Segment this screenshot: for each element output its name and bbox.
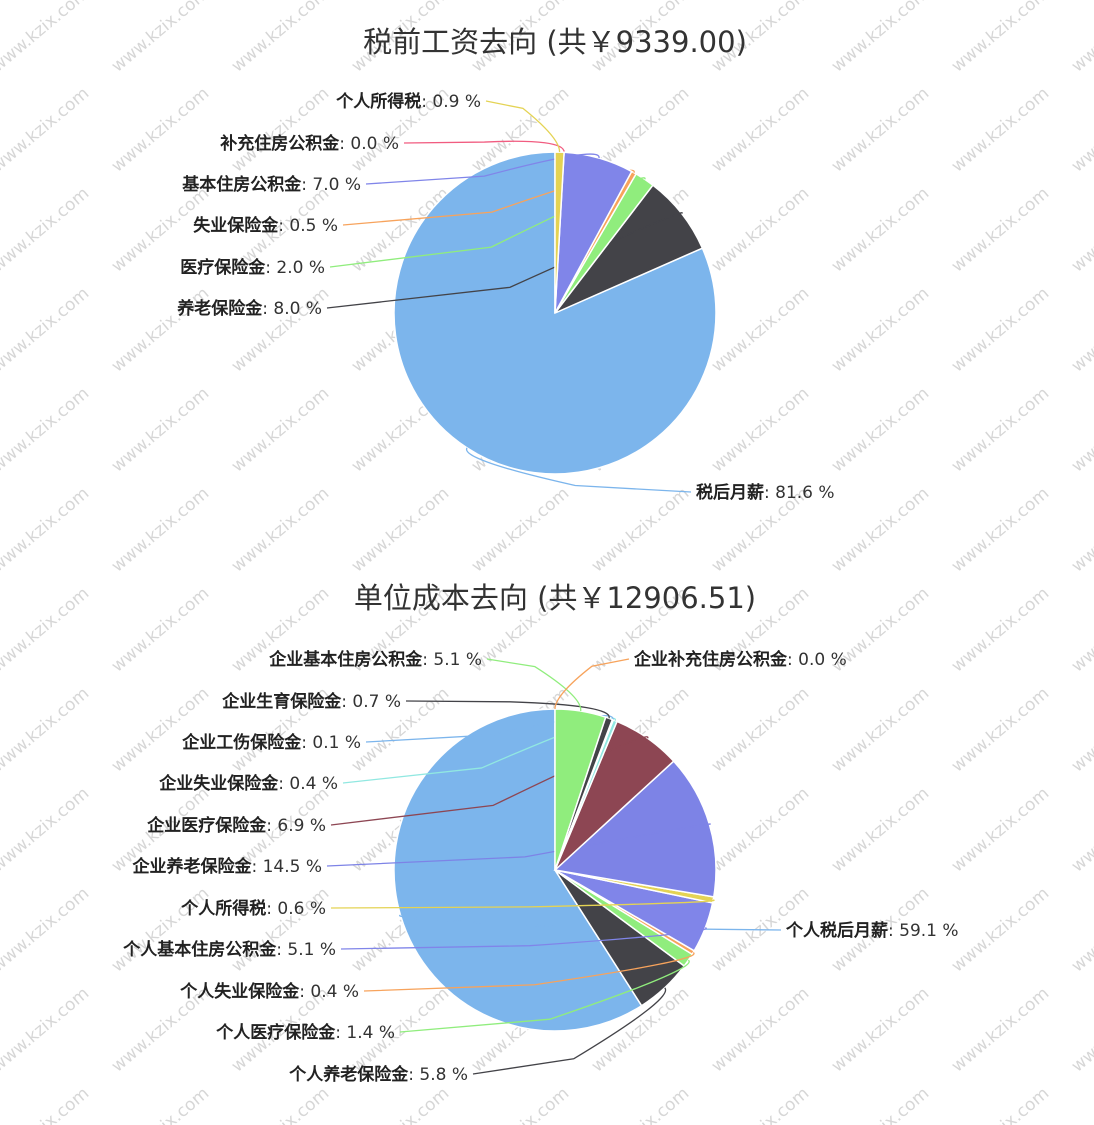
data-label-value: : 14.5 % — [251, 857, 322, 877]
pie-chart-2: 单位成本去向 (共￥12906.51) 个人税后月薪: 59.1 % 个人养老保险金… — [122, 581, 958, 1085]
connector-slice-1 — [326, 212, 683, 309]
data-label-value: : 0.5 % — [278, 216, 338, 236]
data-label-value: : 5.8 % — [408, 1065, 468, 1085]
data-label-name: 个人养老保险金 — [288, 1064, 409, 1085]
connector-slice-6 — [485, 100, 561, 153]
connector-slice-0 — [398, 914, 782, 931]
data-label-name: 企业养老保险金 — [131, 856, 252, 877]
data-label-name: 个人基本住房公积金 — [122, 939, 277, 960]
data-label-slice-1: 个人养老保险金: 5.8 % — [288, 1064, 468, 1085]
data-label-name: 企业医疗保险金 — [146, 815, 267, 836]
data-label-value: : 0.6 % — [266, 899, 326, 919]
pie-slice-6[interactable] — [554, 151, 565, 314]
data-label-slice-12: 企业补充住房公积金: 0.0 % — [633, 649, 847, 670]
connector-slice-2 — [399, 959, 690, 1033]
connector-slice-4 — [365, 153, 600, 185]
data-label-value: : 0.0 % — [339, 134, 399, 154]
data-label-name: 个人所得税 — [335, 91, 421, 112]
data-label-slice-10: 企业生育保险金: 0.7 % — [221, 691, 401, 712]
data-label-name: 个人税后月薪 — [785, 920, 888, 941]
data-label-value: : 0.1 % — [301, 733, 361, 753]
data-label-name: 企业失业保险金 — [158, 773, 279, 794]
data-label-name: 个人所得税 — [180, 898, 266, 919]
data-label-value: : 1.4 % — [335, 1023, 395, 1043]
connector-slice-4 — [340, 926, 707, 950]
data-label-slice-1: 养老保险金: 8.0 % — [176, 298, 322, 319]
data-label-name: 失业保险金 — [193, 215, 279, 236]
data-label-value: : 0.7 % — [341, 692, 401, 712]
data-label-slice-6: 个人所得税: 0.9 % — [335, 91, 481, 112]
data-label-value: : 59.1 % — [888, 921, 959, 941]
data-label-name: 医疗保险金 — [180, 257, 266, 278]
connector-slice-10 — [405, 700, 610, 719]
data-label-value: : 5.1 % — [276, 940, 336, 960]
data-label-slice-4: 个人基本住房公积金: 5.1 % — [122, 939, 336, 960]
connector-slice-1 — [472, 987, 667, 1075]
data-label-name: 补充住房公积金 — [219, 133, 340, 154]
data-label-value: : 0.4 % — [278, 774, 338, 794]
connector-slice-7 — [330, 736, 649, 826]
data-label-value: : 0.4 % — [299, 982, 359, 1002]
data-label-name: 企业工伤保险金 — [181, 732, 302, 753]
data-label-slice-4: 基本住房公积金: 7.0 % — [181, 174, 361, 195]
data-label-name: 养老保险金 — [176, 298, 263, 319]
data-label-slice-5: 个人所得税: 0.6 % — [180, 898, 326, 919]
data-label-value: : 0.9 % — [421, 92, 481, 112]
pie-slice-0[interactable] — [393, 708, 643, 1032]
data-label-value: : 7.0 % — [301, 175, 361, 195]
pie-chart-1: 税前工资去向 (共￥9339.00) 税后月薪: 81.6 % 养老保险金: 8.0… — [176, 25, 834, 503]
data-label-name: 个人医疗保险金 — [215, 1022, 336, 1043]
data-label-name: 基本住房公积金 — [181, 174, 302, 195]
data-label-slice-11: 企业基本住房公积金: 5.1 % — [268, 649, 482, 670]
data-label-slice-2: 医疗保险金: 2.0 % — [180, 257, 325, 278]
data-label-slice-3: 失业保险金: 0.5 % — [193, 215, 338, 236]
data-label-name: 企业补充住房公积金 — [633, 649, 788, 670]
connector-slice-5 — [403, 140, 565, 153]
connector-slice-12 — [554, 658, 630, 710]
data-label-slice-6: 企业养老保险金: 14.5 % — [131, 856, 322, 877]
data-label-value: : 81.6 % — [764, 483, 835, 503]
data-label-slice-5: 补充住房公积金: 0.0 % — [219, 133, 399, 154]
chart-title: 单位成本去向 (共￥12906.51) — [354, 581, 756, 615]
data-label-value: : 5.1 % — [422, 650, 482, 670]
data-label-value: : 8.0 % — [262, 299, 322, 319]
data-label-slice-0: 个人税后月薪: 59.1 % — [785, 920, 959, 941]
data-label-value: : 6.9 % — [266, 816, 326, 836]
data-label-name: 税后月薪 — [696, 482, 764, 503]
data-label-slice-3: 个人失业保险金: 0.4 % — [179, 981, 359, 1002]
connector-slice-3 — [363, 951, 695, 992]
data-label-slice-9: 企业工伤保险金: 0.1 % — [181, 732, 361, 753]
data-label-name: 个人失业保险金 — [179, 981, 300, 1002]
connector-slice-11 — [486, 658, 582, 712]
data-label-name: 企业基本住房公积金 — [268, 649, 423, 670]
connector-slice-5 — [330, 899, 715, 909]
data-label-name: 企业生育保险金 — [221, 691, 342, 712]
data-label-slice-8: 企业失业保险金: 0.4 % — [158, 773, 338, 794]
data-label-value: : 0.0 % — [787, 650, 847, 670]
chart-title: 税前工资去向 (共￥9339.00) — [363, 25, 747, 59]
data-label-slice-0: 税后月薪: 81.6 % — [696, 482, 835, 503]
connector-slice-0 — [465, 447, 692, 493]
connector-slice-6 — [326, 823, 711, 867]
data-label-slice-7: 企业医疗保险金: 6.9 % — [146, 815, 326, 836]
data-label-slice-2: 个人医疗保险金: 1.4 % — [215, 1022, 395, 1043]
data-label-value: : 2.0 % — [265, 258, 325, 278]
